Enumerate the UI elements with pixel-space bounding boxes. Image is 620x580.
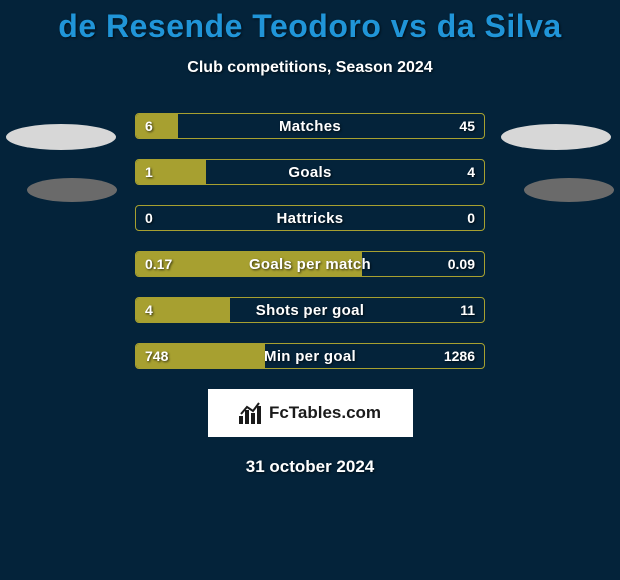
stat-value-right: 0.09 [448,251,475,277]
date-text: 31 october 2024 [0,457,620,477]
stat-row: Shots per goal4 11 [135,297,485,323]
stat-row: Hattricks0 0 [135,205,485,231]
stat-value-left: 0 [145,205,153,231]
stat-value-left: 6 [145,113,153,139]
page-title: de Resende Teodoro vs da Silva [0,0,620,45]
stat-value-right: 11 [460,297,475,323]
stat-label: Goals per match [135,251,485,277]
stat-row: Min per goal748 1286 [135,343,485,369]
stat-value-left: 1 [145,159,153,185]
stat-label: Min per goal [135,343,485,369]
page-subtitle: Club competitions, Season 2024 [0,59,620,77]
stat-value-right: 45 [459,113,475,139]
stat-label: Goals [135,159,485,185]
logo-text: FcTables.com [269,403,381,423]
comparison-chart: Matches6 45 Goals1 4 Hattricks0 0 Goals per ma… [0,113,620,369]
logo-icon [239,402,263,424]
stat-row: Matches6 45 [135,113,485,139]
stat-value-left: 748 [145,343,168,369]
stat-value-left: 4 [145,297,153,323]
stat-row: Goals per match0.17 0.09 [135,251,485,277]
stat-label: Shots per goal [135,297,485,323]
stat-value-right: 0 [467,205,475,231]
stat-value-right: 4 [467,159,475,185]
stat-value-right: 1286 [444,343,475,369]
stat-label: Matches [135,113,485,139]
logo-box: FcTables.com [208,389,413,437]
stat-row: Goals1 4 [135,159,485,185]
stat-label: Hattricks [135,205,485,231]
stat-value-left: 0.17 [145,251,172,277]
